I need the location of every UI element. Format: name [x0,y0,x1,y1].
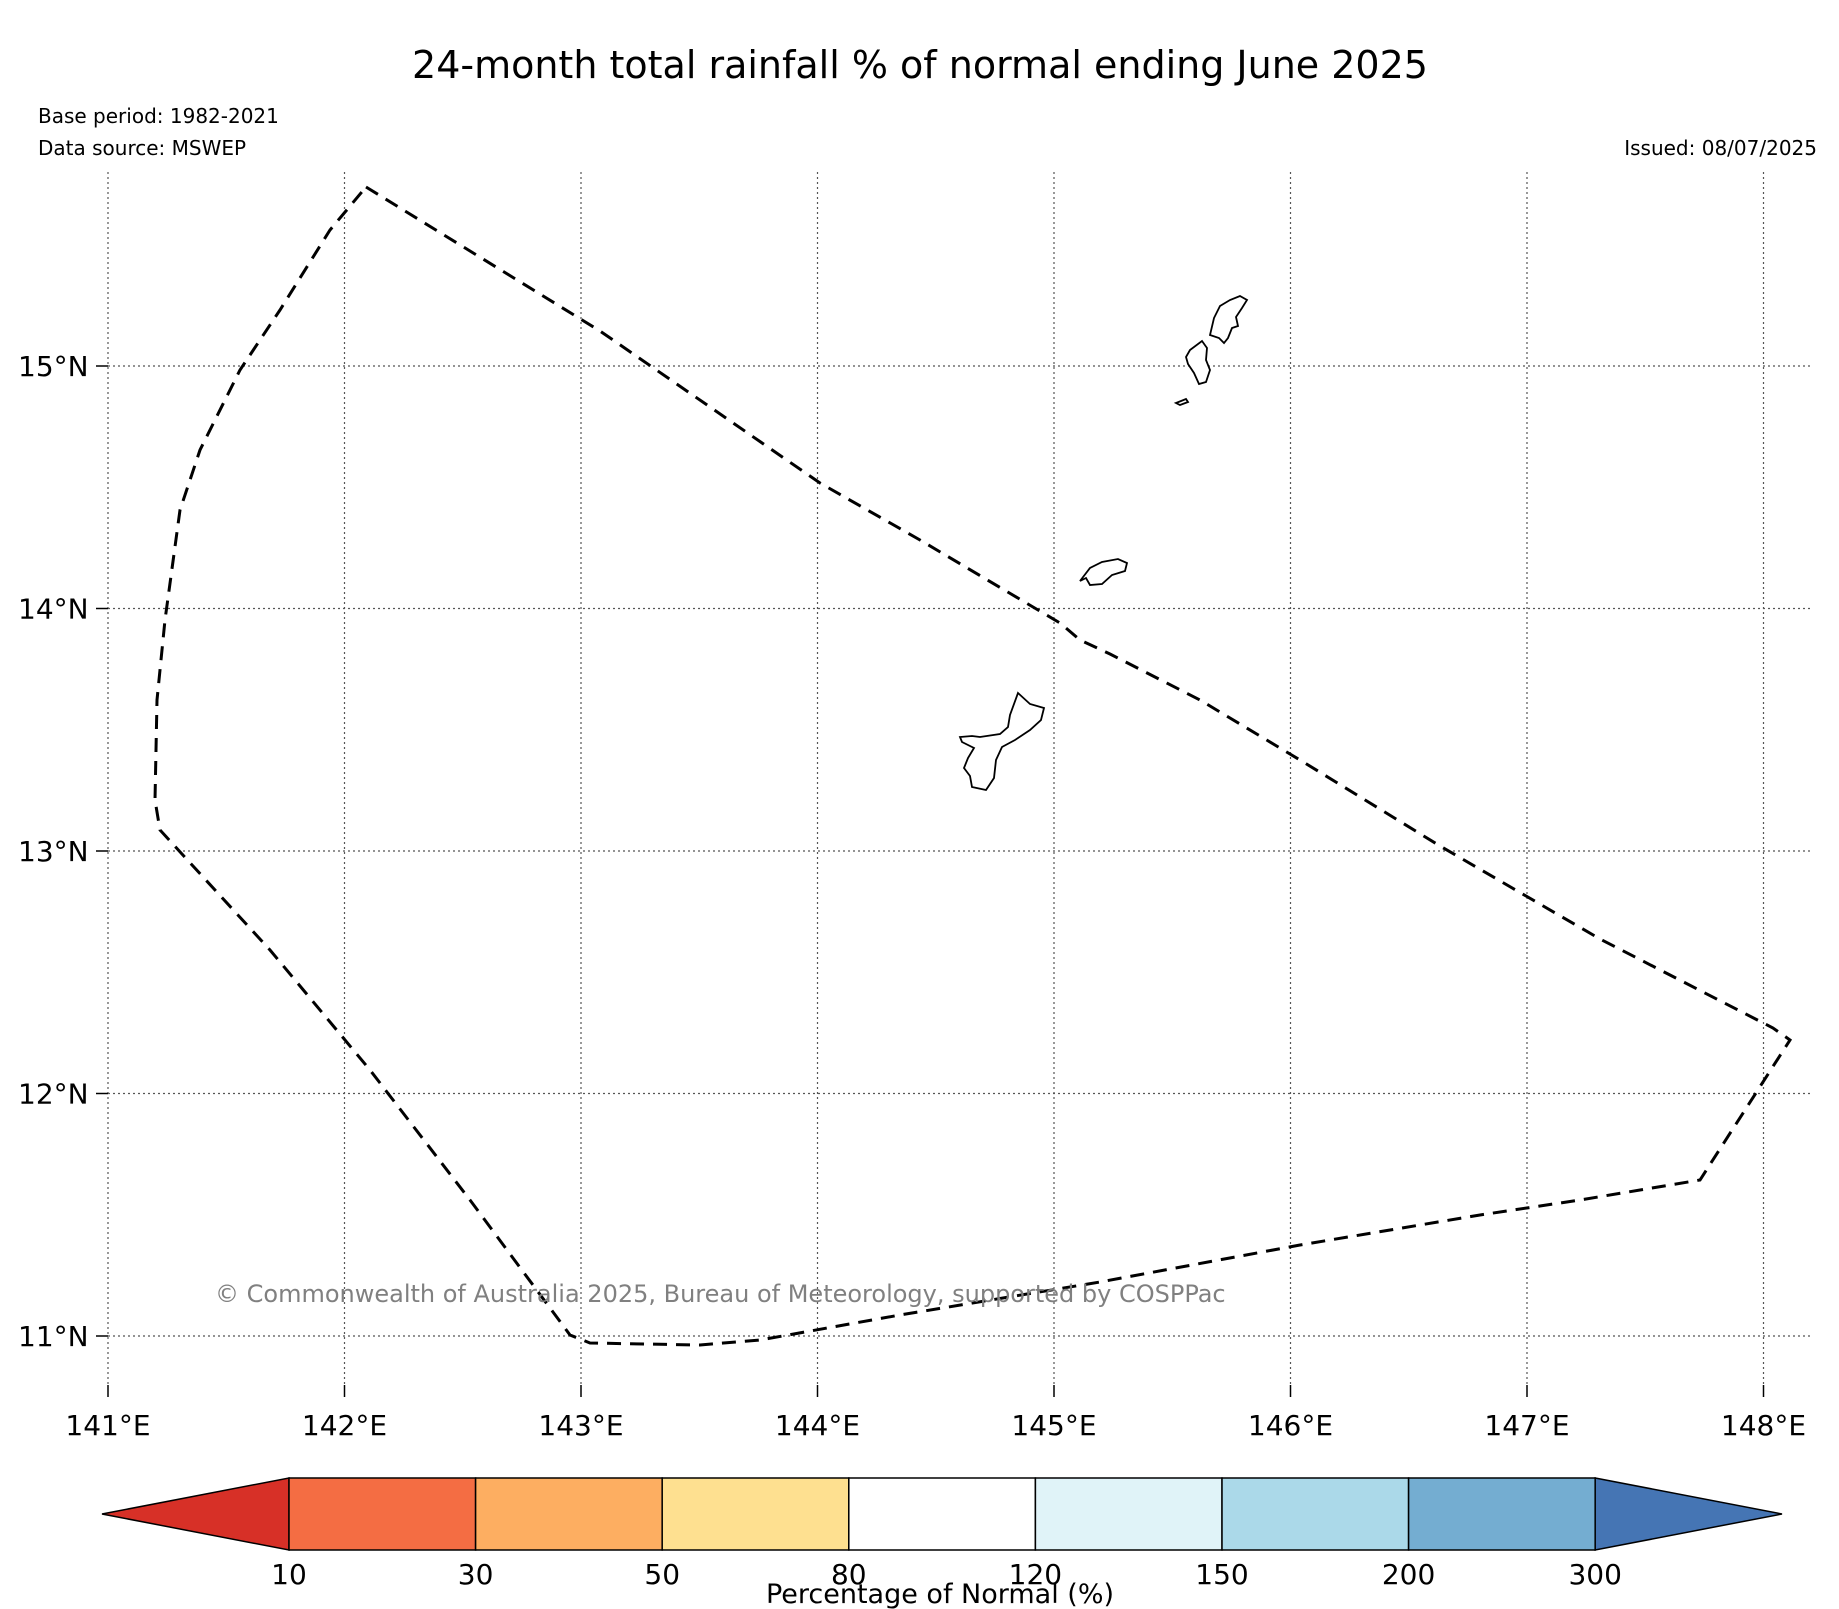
island-middle [1079,558,1129,586]
colorbar-label: Percentage of Normal (%) [766,1579,1114,1609]
lon-tick-label: 143°E [538,1409,623,1442]
colorbar-over-extension [1594,1477,1783,1551]
colorbar-tick-label: 10 [271,1558,307,1591]
lon-tick-label: 142°E [302,1409,387,1442]
colorbar-segment [661,1477,850,1551]
lat-tick-label: 13°N [18,835,89,868]
island-saipan [1208,295,1249,345]
colorbar-segment [1034,1477,1223,1551]
lon-tick-label: 148°E [1721,1409,1806,1442]
island-guam [958,691,1046,792]
colorbar-segment [474,1477,663,1551]
lat-tick-label: 12°N [18,1078,89,1111]
island-aguijan [1173,397,1190,406]
base-period: Base period: 1982-2021 [38,104,279,128]
data-source: Data source: MSWEP [38,136,246,160]
colorbar-ticks: 10 30 50 80 120 150 200 300 [271,1558,1622,1591]
colorbar-tick-label: 120 [1009,1558,1062,1591]
issued-date: Issued: 08/07/2025 [1624,136,1817,160]
colorbar-segment [1221,1477,1410,1551]
colorbar-tick-label: 80 [831,1558,867,1591]
lon-tick-label: 144°E [775,1409,860,1442]
lon-tick-label: 146°E [1248,1409,1333,1442]
lat-tick-label: 11°N [18,1320,89,1353]
lon-tick-label: 147°E [1484,1409,1569,1442]
boundary-dashed-line [153,185,1793,1347]
colorbar-tick-label: 30 [458,1558,494,1591]
colorbar-segment [1407,1477,1596,1551]
lat-axis-labels: 15°N 14°N 13°N 12°N 11°N [18,350,108,1353]
island-northern [1173,295,1249,406]
colorbar [101,1477,1783,1551]
colorbar-segment [288,1477,477,1551]
copyright-notice: © Commonwealth of Australia 2025, Bureau… [215,1280,1226,1308]
colorbar-tick-label: 150 [1195,1558,1248,1591]
colorbar-tick-label: 50 [644,1558,680,1591]
colorbar-segment [848,1477,1037,1551]
lat-tick-label: 15°N [18,350,89,383]
gridlines [107,172,1812,1385]
lon-tick-label: 145°E [1011,1409,1096,1442]
colorbar-tick-label: 300 [1568,1558,1621,1591]
colorbar-under-extension [101,1477,290,1551]
lon-axis-labels: 141°E 142°E 143°E 144°E 145°E 146°E 147°E 148°E [65,1385,1806,1442]
lat-tick-label: 14°N [18,593,89,626]
lon-tick-label: 141°E [65,1409,150,1442]
map-title: 24-month total rainfall % of normal endi… [412,43,1428,87]
colorbar-tick-label: 200 [1382,1558,1435,1591]
island-tinian [1185,339,1211,386]
